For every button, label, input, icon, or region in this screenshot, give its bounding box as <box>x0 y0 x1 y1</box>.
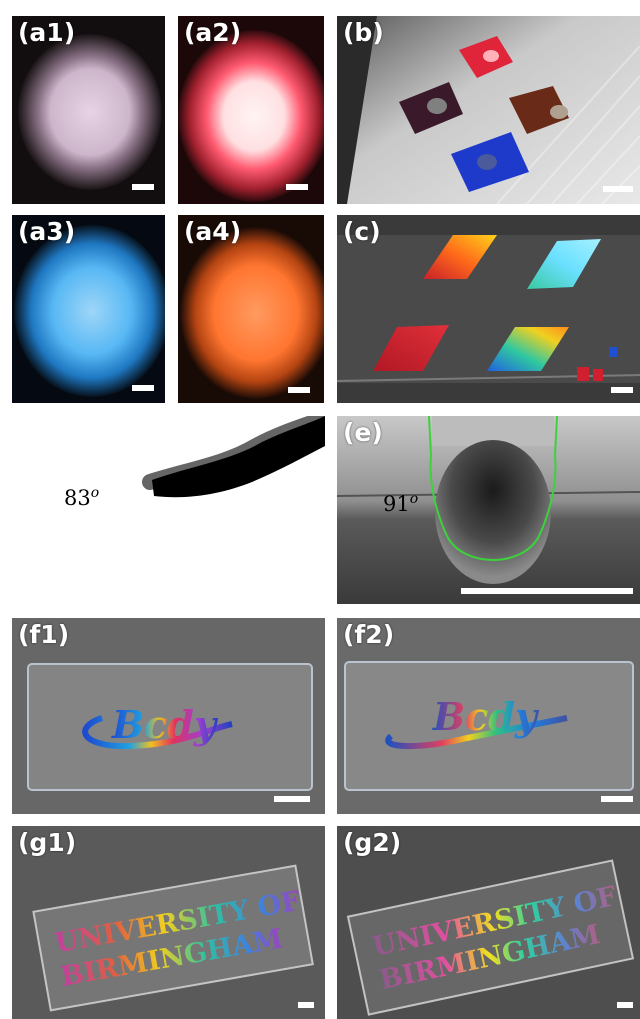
panel-label: (a2) <box>184 18 242 47</box>
panel-label: (f1) <box>18 620 70 649</box>
photo-panel-f1: Bcdy (f1) <box>12 618 325 814</box>
photo-panel-f2: Bcdy (f2) <box>337 618 640 814</box>
scale-bar <box>603 186 633 192</box>
photo-panel-g2: UNIVERSITY OF BIRMINGHAM (g2) <box>337 826 640 1019</box>
panel-label: (b) <box>343 18 384 47</box>
scale-bar <box>286 184 308 190</box>
photo-panel-g1: UNIVERSITY OF BIRMINGHAM (g1) <box>12 826 325 1019</box>
scale-bar <box>461 588 633 594</box>
contact-angle-panel-e: (e) 91o <box>337 416 640 604</box>
contact-angle-panel-d: 83o <box>12 416 325 604</box>
panel-label: (c) <box>343 217 381 246</box>
scale-bar <box>617 1002 633 1008</box>
scale-bar <box>274 796 310 802</box>
panel-label: (a1) <box>18 18 76 47</box>
scale-bar <box>132 385 154 391</box>
panel-label: (a3) <box>18 217 76 246</box>
handwritten-logo-f2: Bcdy <box>432 694 540 739</box>
panel-label: (a4) <box>184 217 242 246</box>
angle-number: 83 <box>64 486 91 510</box>
photo-panel-a2: (a2) <box>178 16 324 204</box>
photo-panel-a1: (a1) <box>12 16 165 204</box>
panel-label: (g2) <box>343 828 402 857</box>
contact-angle-value: 83o <box>64 486 99 509</box>
angle-number: 91 <box>383 492 410 516</box>
photo-panel-a4: (a4) <box>178 215 324 403</box>
scale-bar <box>611 387 633 393</box>
handwritten-logo-f1: Bcdy <box>111 702 219 747</box>
angle-degree-symbol: o <box>90 485 100 501</box>
panel-label: (f2) <box>343 620 395 649</box>
scale-bar <box>132 184 154 190</box>
contact-angle-value: 91o <box>383 492 418 515</box>
photo-panel-c: (c) <box>337 215 640 403</box>
scale-bar <box>601 796 633 802</box>
photo-panel-a3: (a3) <box>12 215 165 403</box>
scale-bar <box>288 387 310 393</box>
panel-label: (e) <box>343 418 383 447</box>
angle-degree-symbol: o <box>409 491 419 507</box>
scale-bar <box>298 1002 314 1008</box>
photo-panel-b: (b) <box>337 16 640 204</box>
panel-label: (g1) <box>18 828 77 857</box>
